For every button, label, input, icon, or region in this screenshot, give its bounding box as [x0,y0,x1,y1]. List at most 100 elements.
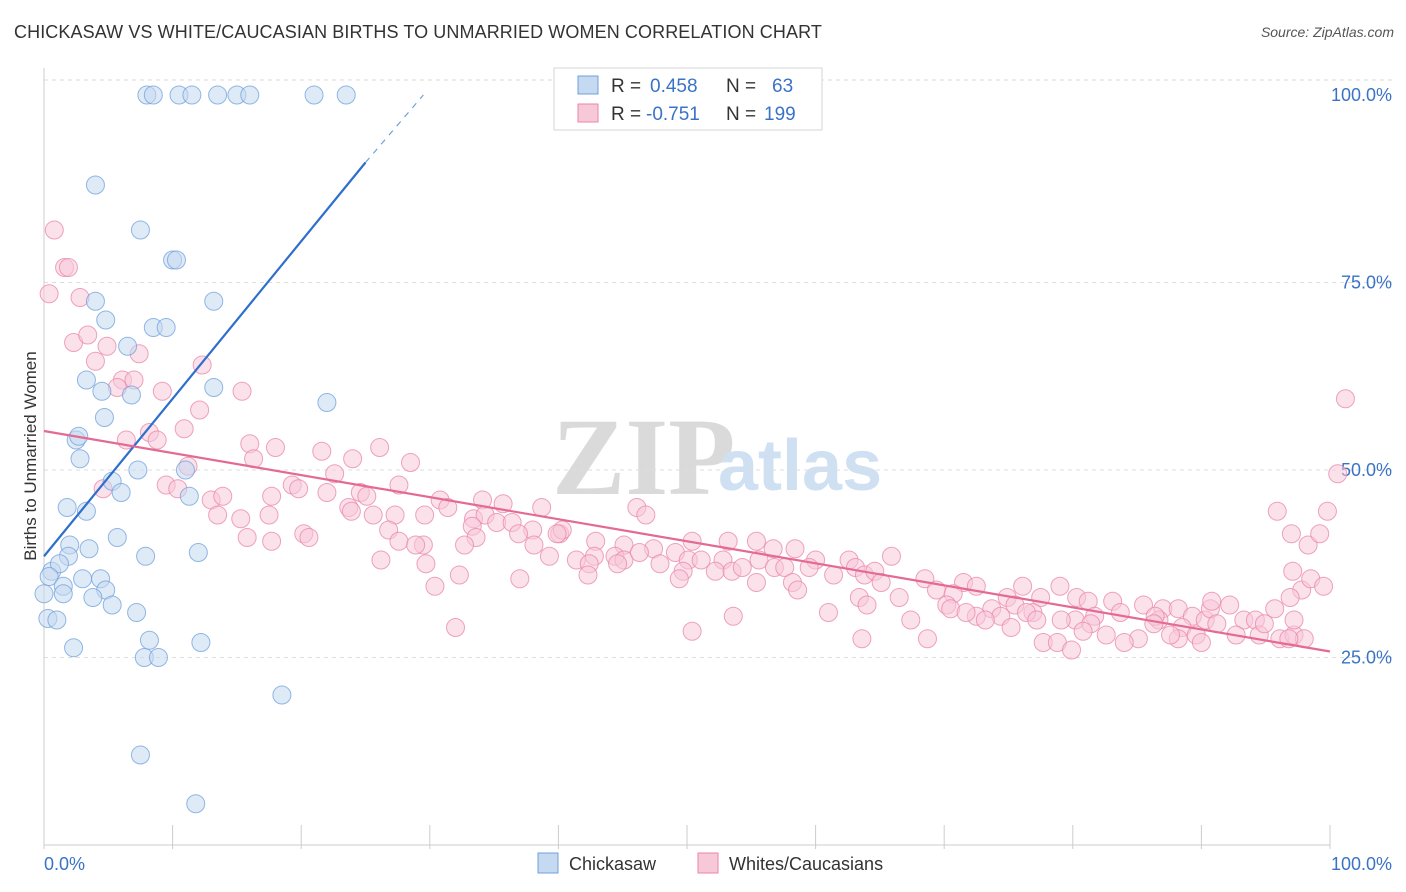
whites-point [824,565,844,585]
chickasaw-point [53,584,73,604]
whites-point [259,505,279,525]
chickasaw-point [79,539,99,559]
series-legend: Chickasaw Whites/Caucasians [537,852,883,874]
whites-point [455,535,475,555]
whites-point [1280,588,1300,607]
whites-point [1254,614,1274,634]
whites-point [213,486,233,506]
whites-point [370,438,390,457]
whites-point [446,618,466,637]
whites-point [1191,633,1211,652]
whites-point [232,381,252,401]
bottom-legend-swatch-chickasaw [537,852,559,874]
series-chickasaw-points [34,85,356,814]
whites-point [371,550,391,570]
series-whites-points [39,220,1355,660]
whites-point [325,464,345,484]
legend-swatch-whites [577,103,599,123]
chickasaw-point [182,85,202,105]
whites-point [746,573,766,592]
whites-point [231,509,251,529]
chickasaw-point [94,408,114,427]
chickasaw-point [121,385,141,405]
whites-point [917,629,937,649]
whites-point [629,543,649,562]
bottom-legend-label-chickasaw: Chickasaw [569,854,657,874]
chickasaw-point [85,291,105,311]
whites-point [1335,389,1355,409]
legend-r-label-whites: R = [611,104,641,125]
whites-point [1267,501,1287,521]
whites-point [389,531,409,551]
whites-point [262,486,282,506]
legend-n-label-whites: N = [726,104,756,125]
legend-r-label-chickasaw: R = [611,76,641,97]
y-tick-labels: 25.0% 50.0% 75.0% 100.0% [1331,85,1392,668]
bottom-legend-swatch-whites [697,852,719,874]
whites-point [636,505,656,525]
whites-point [1298,535,1318,555]
chickasaw-trend-extension [365,94,424,163]
whites-point [1051,610,1071,630]
whites-point [1283,561,1303,581]
whites-point [317,483,337,502]
whites-point [289,479,309,499]
chickasaw-point [179,486,199,506]
whites-point [682,621,702,641]
legend-r-value-chickasaw: 0.458 [650,76,698,97]
chickasaw-point [130,745,150,765]
chickasaw-point [204,378,224,397]
chickasaw-point [272,685,292,705]
whites-point [262,531,282,551]
legend-swatch-chickasaw [577,75,599,95]
whites-point [746,531,766,551]
whites-point [763,539,783,559]
chickasaw-point [139,630,159,650]
chickasaw-point [64,638,84,658]
whites-point [1144,614,1164,634]
whites-point [1013,576,1033,596]
whites-point [1062,640,1082,660]
legend-n-value-chickasaw: 63 [772,76,793,97]
whites-point [608,554,628,574]
chickasaw-point [96,310,116,330]
chickasaw-point [76,370,96,390]
whites-point [749,550,769,570]
chickasaw-point [143,85,163,105]
chickasaw-point [191,633,211,652]
whites-point [1073,621,1093,641]
whites-point [39,284,59,304]
whites-point [44,220,64,240]
whites-point [532,498,552,517]
chickasaw-point [166,250,186,270]
whites-point [1202,591,1222,611]
y-tick-label: 100.0% [1331,85,1392,105]
whites-point [265,438,285,457]
chickasaw-point [118,336,138,356]
whites-point [190,400,210,420]
whites-point [1161,625,1181,645]
whites-point [363,505,383,525]
whites-point [852,629,872,649]
chickasaw-point [336,85,356,105]
whites-point [425,576,445,596]
whites-point [509,524,529,544]
whites-point [1096,625,1116,645]
chickasaw-point [83,588,103,607]
whites-point [1284,610,1304,630]
legend-n-value-whites: 199 [764,104,796,125]
chickasaw-point [156,318,176,337]
whites-point [539,546,559,566]
whites-point [1265,599,1285,619]
whites-point [1310,524,1330,544]
chickasaw-point [175,460,195,480]
bottom-legend-label-whites: Whites/Caucasians [729,854,883,874]
chart-title: CHICKASAW VS WHITE/CAUCASIAN BIRTHS TO U… [14,22,822,42]
whites-point [415,505,435,525]
chickasaw-point [148,648,168,667]
whites-point [85,351,105,371]
whites-point [406,535,426,555]
whites-point [312,441,332,461]
chickasaw-point [92,381,112,401]
trend-lines [43,94,1331,653]
